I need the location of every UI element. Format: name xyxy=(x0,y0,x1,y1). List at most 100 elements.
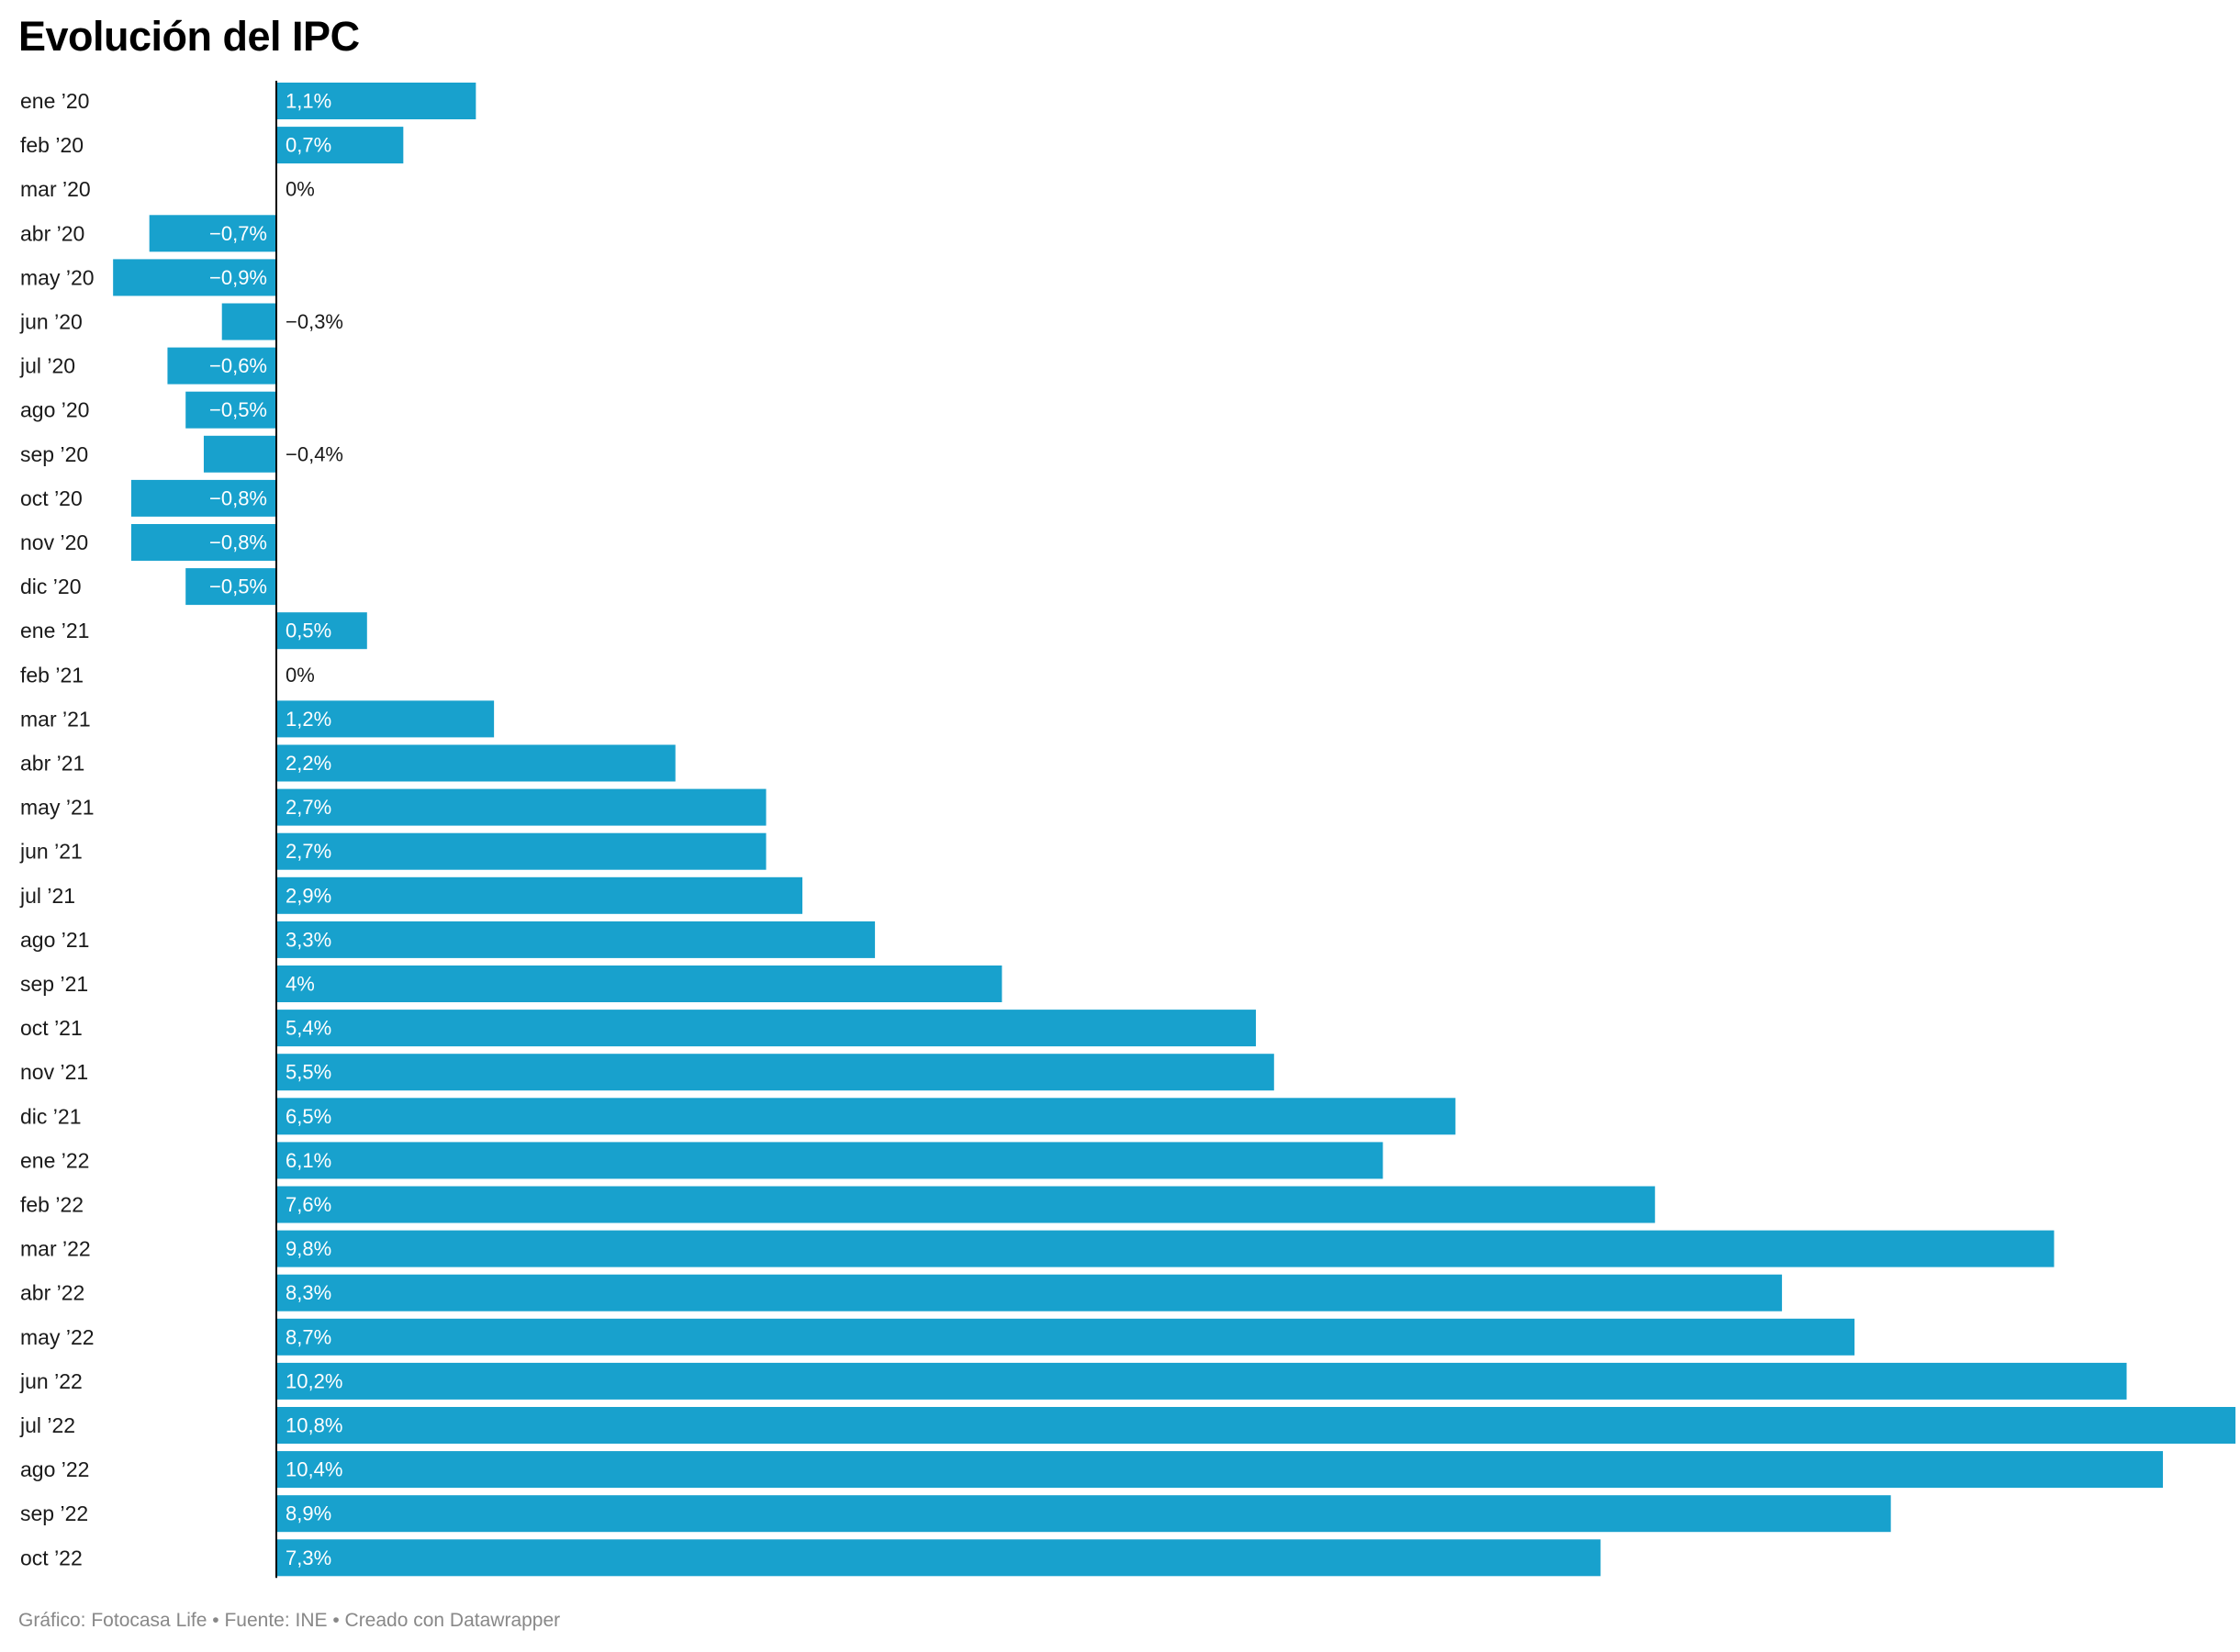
bars xyxy=(113,83,2236,1577)
bar xyxy=(203,435,276,473)
category-label: abr ’21 xyxy=(20,752,84,776)
category-label: mar ’20 xyxy=(20,177,91,201)
data-label: −0,8% xyxy=(209,531,267,554)
category-label: sep ’20 xyxy=(20,442,88,466)
category-label: oct ’21 xyxy=(20,1016,83,1040)
bar xyxy=(130,479,276,517)
bar xyxy=(276,788,767,826)
bar xyxy=(276,1274,1783,1312)
data-label: −0,8% xyxy=(209,486,267,509)
category-label: ene ’20 xyxy=(20,89,89,113)
category-label: ene ’22 xyxy=(20,1148,89,1172)
data-label: 2,7% xyxy=(286,840,331,863)
bar xyxy=(276,1186,1655,1223)
category-label: may ’21 xyxy=(20,796,95,820)
bar xyxy=(276,83,476,119)
data-label: 0% xyxy=(286,178,315,201)
bar xyxy=(113,259,276,296)
bar xyxy=(276,1318,1855,1356)
category-label: ago ’20 xyxy=(20,398,89,422)
bar xyxy=(276,1539,1601,1577)
data-label: 9,8% xyxy=(286,1237,331,1260)
data-label: 7,6% xyxy=(286,1193,331,1216)
data-label: 0,7% xyxy=(286,134,331,157)
data-label: 8,3% xyxy=(286,1281,331,1304)
data-label: 2,2% xyxy=(286,752,331,775)
category-label: jun ’20 xyxy=(19,310,83,334)
data-label: −0,6% xyxy=(209,354,267,377)
data-label: −0,7% xyxy=(209,222,267,245)
category-label: jun ’21 xyxy=(19,840,83,864)
bar xyxy=(276,1054,1274,1091)
data-label: 6,5% xyxy=(286,1105,331,1128)
bar xyxy=(276,832,767,870)
bar xyxy=(276,127,404,164)
bar xyxy=(276,966,1002,1002)
chart-title: Evolución del IPC xyxy=(18,13,360,60)
data-label: 5,4% xyxy=(286,1017,331,1040)
category-label: dic ’20 xyxy=(20,575,81,598)
category-label: mar ’21 xyxy=(20,707,91,731)
category-labels: ene ’20 feb ’20 mar ’20 abr ’20 may ’20 jun ’… xyxy=(19,89,95,1569)
category-label: abr ’22 xyxy=(20,1281,84,1305)
category-label: may ’22 xyxy=(20,1325,95,1349)
data-label: −0,9% xyxy=(209,266,267,289)
category-label: ene ’21 xyxy=(20,619,89,642)
category-label: may ’20 xyxy=(20,265,95,289)
data-label: 10,8% xyxy=(286,1414,342,1437)
category-label: nov ’20 xyxy=(20,530,88,554)
data-label: 3,3% xyxy=(286,928,331,951)
bar xyxy=(276,1230,2055,1267)
category-label: jul ’22 xyxy=(19,1413,75,1437)
category-label: oct ’22 xyxy=(20,1546,83,1569)
data-label: 10,2% xyxy=(286,1369,342,1392)
category-label: jul ’21 xyxy=(19,884,75,908)
category-label: oct ’20 xyxy=(20,486,83,510)
data-label: 5,5% xyxy=(286,1061,331,1084)
bar xyxy=(276,744,676,782)
bar xyxy=(276,1362,2127,1400)
data-label: 0% xyxy=(286,664,315,686)
category-label: abr ’20 xyxy=(20,221,84,245)
category-label: feb ’20 xyxy=(20,133,84,157)
category-label: nov ’21 xyxy=(20,1060,88,1084)
data-label: 10,4% xyxy=(286,1458,342,1481)
bar xyxy=(276,876,803,914)
bar xyxy=(130,524,276,561)
bar xyxy=(185,391,276,429)
value-labels: 1,1% 0,7% 0% −0,7% −0,9% −0,3% −0,6% −0,5% −0,4%… xyxy=(209,90,343,1569)
category-label: dic ’21 xyxy=(20,1104,81,1128)
data-label: 1,2% xyxy=(286,708,331,731)
data-label: 8,9% xyxy=(286,1502,331,1525)
bar xyxy=(276,1010,1257,1047)
bar xyxy=(276,700,495,738)
category-label: ago ’22 xyxy=(20,1457,89,1481)
data-label: −0,4% xyxy=(286,442,343,465)
data-label: 7,3% xyxy=(286,1546,331,1569)
chart-footer: Gráfico: Fotocasa Life • Fuente: INE • C… xyxy=(18,1610,561,1631)
bar xyxy=(276,1407,2236,1444)
data-label: −0,5% xyxy=(209,398,267,421)
data-label: 8,7% xyxy=(286,1325,331,1348)
data-label: 1,1% xyxy=(286,90,331,113)
data-label: 0,5% xyxy=(286,620,331,642)
bar xyxy=(276,1142,1383,1179)
bar xyxy=(276,612,367,650)
category-label: jul ’20 xyxy=(19,354,75,378)
bar xyxy=(276,1098,1456,1135)
category-label: sep ’21 xyxy=(20,972,88,996)
category-label: ago ’21 xyxy=(20,928,89,952)
bar xyxy=(185,568,276,606)
data-label: 2,9% xyxy=(286,884,331,907)
bar xyxy=(149,215,276,252)
bar xyxy=(276,1495,1891,1533)
category-label: feb ’22 xyxy=(20,1193,84,1217)
bar xyxy=(167,347,276,385)
data-label: 2,7% xyxy=(286,796,331,819)
category-label: jun ’22 xyxy=(19,1369,83,1393)
bar xyxy=(221,303,276,340)
data-label: −0,3% xyxy=(286,310,343,333)
data-label: 4% xyxy=(286,973,315,996)
bar xyxy=(276,1451,2164,1489)
